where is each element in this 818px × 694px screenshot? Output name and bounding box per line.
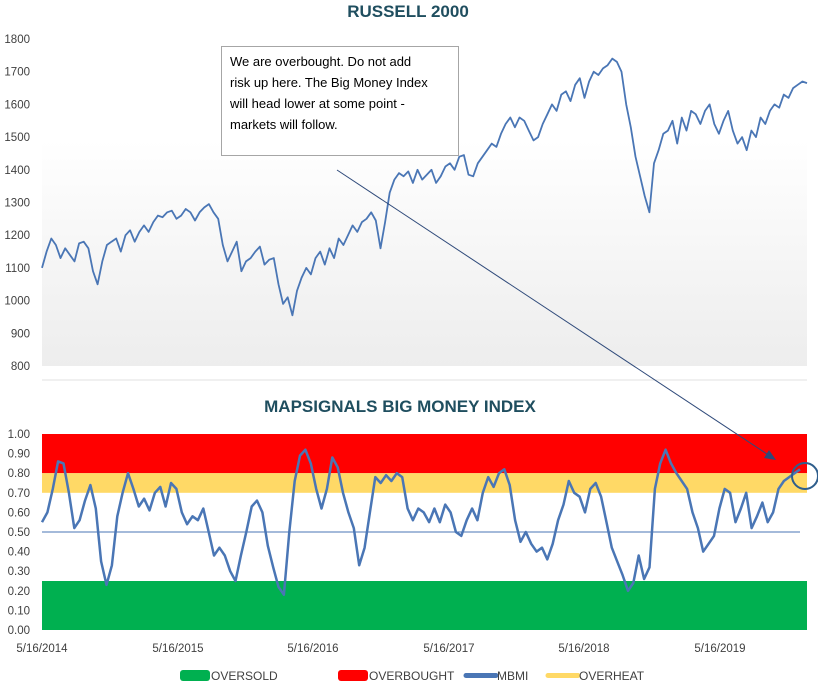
mbmi-x-tick-label: 5/16/2018: [558, 643, 609, 655]
mbmi-y-tick-label: 0.90: [8, 449, 30, 461]
band-overbought: [42, 434, 807, 474]
russell-y-tick-label: 800: [11, 361, 30, 373]
annotation-line: markets will follow.: [230, 117, 338, 132]
russell-y-tick-label: 1200: [4, 230, 30, 242]
annotation-arrow: [336, 169, 771, 457]
mbmi-y-tick-label: 0.80: [8, 468, 30, 480]
annotation-box: We are overbought. Do not add risk up he…: [221, 46, 459, 156]
mbmi-y-tick-label: 0.60: [8, 507, 30, 519]
annotation-line: will head lower at some point -: [230, 96, 405, 111]
callout-circle: [791, 462, 818, 490]
band-overheat: [42, 473, 807, 493]
mbmi-x-axis: 5/16/2014 5/16/2015 5/16/2016 5/16/2017 5/16…: [16, 643, 745, 655]
mbmi-series-line: [40, 448, 801, 596]
russell-y-tick-label: 1800: [4, 34, 30, 46]
legend-swatch-overbought: [338, 670, 368, 681]
mbmi-y-tick-label: 0.00: [8, 625, 30, 637]
mbmi-y-axis: 1.00 0.90 0.80 0.70 0.60 0.50 0.40 0.30 0.20 0.10…: [8, 429, 30, 637]
mbmi-y-tick-label: 0.70: [8, 488, 30, 500]
legend-label-mbmi: MBMI: [497, 669, 528, 683]
mbmi-y-tick-label: 1.00: [8, 429, 30, 441]
russell-plot-background: [42, 140, 807, 366]
legend-label-overheat: OVERHEAT: [579, 669, 645, 683]
annotation-line: risk up here. The Big Money Index: [230, 75, 428, 90]
mbmi-x-tick-label: 5/16/2014: [16, 643, 68, 655]
legend-label-oversold: OVERSOLD: [211, 669, 278, 683]
legend-swatch-oversold: [180, 670, 210, 681]
russell-y-tick-label: 900: [11, 328, 30, 340]
russell-y-tick-label: 1400: [4, 165, 30, 177]
russell-y-tick-label: 1500: [4, 132, 30, 144]
mbmi-x-tick-label: 5/16/2015: [152, 643, 203, 655]
mbmi-y-tick-label: 0.30: [8, 566, 30, 578]
russell-y-tick-label: 1000: [4, 296, 30, 308]
mbmi-y-tick-label: 0.50: [8, 527, 30, 539]
annotation-arrowhead: [764, 450, 776, 460]
legend-label-overbought: OVERBOUGHT: [369, 669, 455, 683]
mbmi-chart-title: MAPSIGNALS BIG MONEY INDEX: [264, 397, 536, 416]
mbmi-y-tick-label: 0.10: [8, 605, 30, 617]
legend: OVERSOLD OVERBOUGHT MBMI OVERHEAT: [180, 669, 645, 683]
mbmi-x-tick-label: 5/16/2016: [287, 643, 338, 655]
mbmi-x-tick-label: 5/16/2019: [694, 643, 745, 655]
russell-chart-title: RUSSELL 2000: [347, 2, 469, 21]
russell-y-tick-label: 1700: [4, 67, 30, 79]
mbmi-x-tick-label: 5/16/2017: [423, 643, 474, 655]
russell-y-tick-label: 1600: [4, 99, 30, 111]
mbmi-bands: [42, 434, 807, 630]
annotation-line: We are overbought. Do not add: [230, 54, 412, 69]
mbmi-y-tick-label: 0.20: [8, 586, 30, 598]
russell-y-axis: 1800 1700 1600 1500 1400 1300 1200 1100 1000 900 8…: [4, 34, 30, 373]
russell-y-tick-label: 1100: [5, 263, 30, 275]
band-oversold: [42, 581, 807, 630]
russell-series-line: [41, 57, 808, 317]
russell-y-tick-label: 1300: [4, 198, 30, 210]
mbmi-y-tick-label: 0.40: [8, 547, 30, 559]
